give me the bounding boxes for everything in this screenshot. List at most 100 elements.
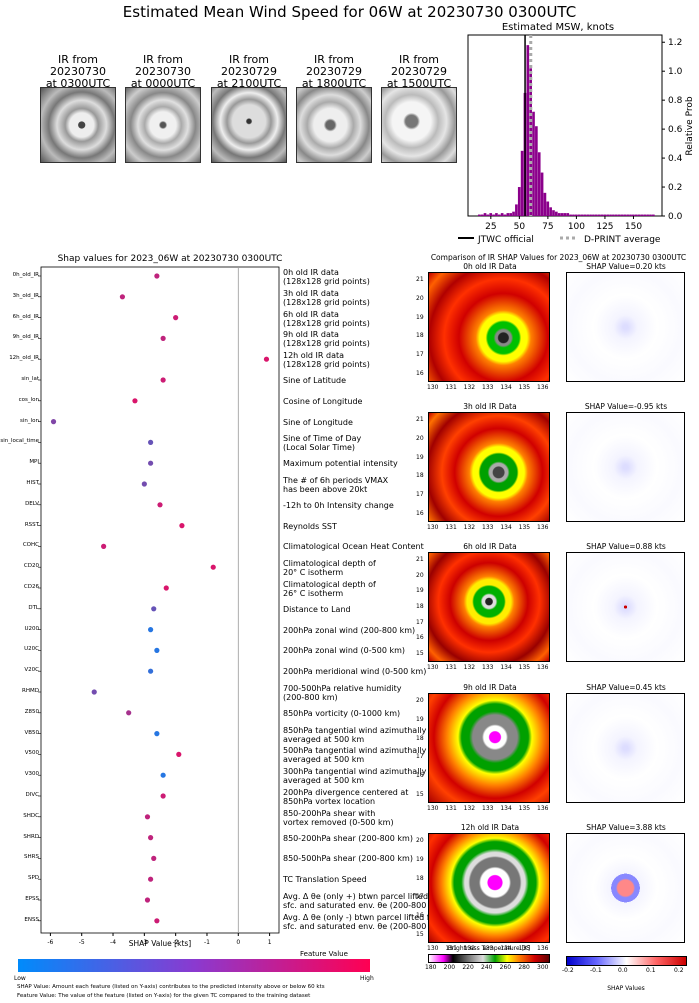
feature-description-line: 200hPa zonal wind (0-500 km)	[283, 646, 405, 656]
histogram-bar	[486, 214, 490, 216]
feature-axis-label: Z850	[24, 708, 39, 715]
histogram-bar	[629, 214, 632, 216]
shap-point	[148, 439, 154, 445]
histogram-bar	[503, 214, 507, 216]
feature-description-line: (200-800 km)	[283, 693, 338, 702]
feature-axis-label: 0h_old_IR	[12, 272, 39, 278]
feature-description-line: 200hPa divergence centered at	[283, 788, 409, 797]
feature-axis-label: SHDC	[23, 812, 39, 819]
feature-description-line: 9h old IR data	[283, 330, 339, 340]
shap-map-title: SHAP Value=0.45 kts	[586, 683, 666, 692]
feature-description-line: vortex removed (0-500 km)	[283, 817, 394, 827]
feature-description-line: 850hPa vortex location	[283, 797, 376, 806]
shap-heatmap	[566, 693, 685, 803]
histogram-bar	[617, 214, 621, 216]
map-lat-label: 16	[416, 772, 424, 780]
map-lat-label: 19	[416, 587, 424, 595]
feature-description-line: (128x128 grid points)	[283, 360, 370, 370]
histogram-bar	[526, 45, 530, 216]
histogram-bar	[506, 213, 510, 216]
map-lat-label: 18	[416, 734, 424, 742]
feature-axis-label: SHRS	[24, 854, 39, 861]
feature-description-line: averaged at 500 km	[283, 776, 365, 786]
map-lon-label: 130	[427, 945, 439, 952]
histogram-bar	[497, 214, 501, 216]
feature-description-line: 6h old IR data	[283, 309, 339, 319]
feature-description-line: averaged at 500 km	[283, 734, 365, 744]
feature-axis-label: RHMD	[22, 688, 39, 694]
histogram-ylabel: Relative Prob	[685, 96, 695, 155]
map-lon-label: 131	[445, 664, 457, 671]
shap-heatmap	[566, 552, 685, 662]
map-lon-label: 135	[518, 384, 531, 391]
map-lon-label: 132	[463, 805, 476, 812]
feature-description: Avg. Δ θe (only +) btwn parcel lifted fr…	[283, 892, 449, 910]
feature-description-line: (128x128 grid points)	[283, 339, 370, 349]
feature-axis-label: U20C	[24, 646, 39, 653]
feature-description-line: Climatological Ocean Heat Content	[283, 542, 424, 552]
map-lon-label: 130	[427, 524, 439, 531]
histogram-bar	[649, 214, 652, 216]
map-lon-label: 134	[500, 384, 512, 391]
bt-colorbar	[428, 954, 550, 963]
map-lon-label: 136	[537, 805, 549, 812]
shap-xtick-label: -4	[110, 939, 116, 946]
map-lat-label: 16	[416, 912, 424, 920]
histogram-bar	[606, 214, 610, 216]
feature-description-line: Reynolds SST	[283, 521, 337, 531]
feature-description: 850-200hPa shear (200-800 km)	[283, 834, 413, 843]
map-lat-label: 16	[416, 370, 424, 377]
shap-cb-tick-label: -0.2	[562, 967, 574, 974]
shap-heatmap	[566, 272, 685, 382]
map-lat-label: 18	[416, 603, 424, 610]
histogram-xtick-label: 50	[514, 222, 526, 232]
shap-colorbar-label: SHAP Values	[607, 985, 645, 992]
map-lat-label: 17	[416, 491, 424, 499]
histogram-bar	[592, 214, 595, 216]
feature-axis-label: MPI	[29, 459, 39, 466]
feature-axis-label: U200	[24, 625, 39, 632]
histogram-ytick-label: 1.0	[668, 67, 683, 77]
feature-axis-label: sin_lon	[19, 417, 39, 424]
map-lat-label: 17	[416, 753, 424, 761]
ir-map-title: 3h old IR Data	[463, 402, 517, 411]
feature-description-line: 850-200hPa shear (200-800 km)	[283, 833, 413, 843]
histogram-bar	[643, 214, 647, 216]
ir-caption-line: 20230729	[391, 65, 447, 78]
shap-point	[263, 356, 270, 362]
ir-caption-1: IR from 20230730 at 0000UTC	[125, 54, 201, 90]
feature-description-line: (128x128 grid points)	[283, 297, 370, 307]
feature-axis-label: DIVC	[25, 792, 39, 798]
shap-panel-title: Shap values for 2023_06W at 20230730 030…	[58, 254, 283, 264]
histogram-ytick-label: 0.2	[668, 183, 682, 193]
histogram-ytick-label: 1.2	[668, 38, 682, 48]
colorbar-label: Feature Value	[300, 950, 348, 958]
shap-point	[160, 772, 166, 778]
ir-data-map	[428, 693, 550, 803]
shap-point	[210, 564, 216, 570]
feature-description: 9h old IR data (128x128 grid points)	[283, 330, 370, 348]
map-lat-label: 19	[416, 453, 424, 461]
shap-point	[157, 502, 163, 508]
comparison-title: Comparison of IR SHAP Values for 2023_06…	[430, 253, 687, 262]
feature-description: Sine of Longitude	[283, 418, 353, 427]
histogram-bar	[546, 201, 550, 216]
shap-xtick-label: -3	[141, 939, 147, 946]
map-lat-label: 20	[416, 294, 424, 302]
histogram-bar	[489, 213, 493, 216]
histogram-bar	[589, 214, 592, 216]
feature-description-line: 850hPa vorticity (0-1000 km)	[283, 708, 401, 718]
ir-map-title: 12h old IR Data	[460, 823, 520, 832]
histogram-bar	[532, 111, 535, 216]
histogram-xtick-label: 150	[625, 222, 642, 232]
ir-caption-line: 20230729	[306, 65, 362, 78]
shap-point	[154, 647, 160, 653]
shap-colorbar	[566, 956, 687, 966]
shap-point	[154, 273, 160, 279]
feature-axis-label: cos_lon	[18, 396, 39, 403]
histogram-bar	[583, 214, 587, 216]
colorbar-high: High	[360, 975, 374, 982]
map-lon-label: 133	[482, 664, 494, 671]
histogram-bar	[637, 214, 641, 216]
feature-description-line: 850-500hPa shear (200-800 km)	[283, 854, 413, 864]
